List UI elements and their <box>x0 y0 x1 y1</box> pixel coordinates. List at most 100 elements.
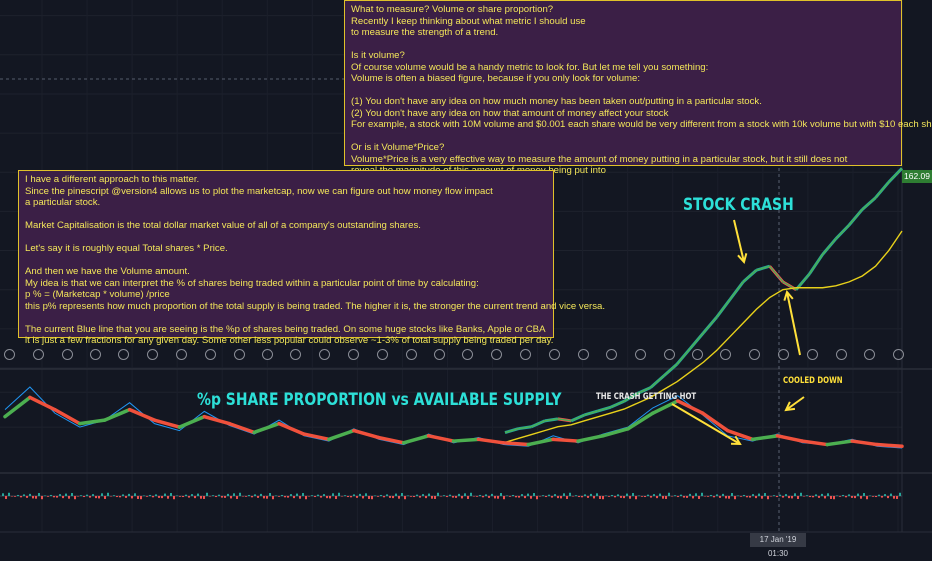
note-different-approach[interactable]: I have a different approach to this matt… <box>18 170 605 346</box>
oscillator-bar <box>899 492 901 496</box>
oscillator-bar <box>371 496 373 500</box>
oscillator-bar <box>608 496 610 497</box>
earnings-icon <box>635 349 646 360</box>
oscillator-bar <box>68 496 70 499</box>
oscillator-bar <box>659 493 661 496</box>
oscillator-bar <box>845 496 847 498</box>
earnings-icon <box>262 349 273 360</box>
oscillator-bar <box>425 496 427 499</box>
note-line: Let's say it is roughly equal Total shar… <box>25 243 228 254</box>
oscillator-bar <box>248 494 250 496</box>
oscillator-bar <box>8 492 10 496</box>
last-price-label: 162.09 <box>902 170 932 183</box>
oscillator-bar <box>503 496 505 500</box>
oscillator-bar <box>710 494 712 496</box>
oscillator-bar <box>854 496 856 499</box>
oscillator-bar <box>326 496 328 499</box>
oscillator-bar <box>554 494 556 496</box>
oscillator-bar <box>263 496 265 499</box>
oscillator-bar <box>881 496 883 498</box>
oscillator-bar <box>29 493 31 496</box>
cooled-down-annotation: COOLED DOWN <box>783 376 843 386</box>
oscillator-bar <box>395 493 397 496</box>
earnings-icon <box>491 349 502 360</box>
recovery-arrow-head <box>783 289 794 301</box>
note-line <box>25 209 547 221</box>
oscillator-bar <box>512 494 514 496</box>
oscillator-bar <box>533 493 535 496</box>
note-line <box>351 131 895 143</box>
oscillator-bar <box>350 496 352 498</box>
oscillator-bar <box>485 494 487 496</box>
oscillator-bar <box>893 496 895 499</box>
oscillator-bar <box>233 493 235 496</box>
oscillator-bar <box>617 494 619 496</box>
share-proportion-smoothed-segment <box>127 407 157 422</box>
oscillator-bar <box>791 496 793 499</box>
oscillator-bar <box>581 496 583 498</box>
oscillator-bar <box>590 493 592 496</box>
oscillator-bar <box>311 495 313 496</box>
oscillator-bar <box>332 493 334 496</box>
oscillator-bar <box>671 496 673 497</box>
note-line: My idea is that we can interpret the % o… <box>25 277 479 289</box>
oscillator-bar <box>674 495 676 496</box>
oscillator-bar <box>641 496 643 497</box>
oscillator-bar <box>836 495 838 496</box>
earnings-icon <box>606 349 617 360</box>
oscillator-bar <box>596 493 598 496</box>
oscillator-bar <box>14 496 16 497</box>
oscillator-bar <box>584 494 586 496</box>
share-proportion-smoothed-segment <box>850 439 879 447</box>
note-line: Since the pinescript @version4 allows us… <box>25 185 493 197</box>
oscillator-bar <box>290 494 292 496</box>
oscillator-bar <box>575 495 577 496</box>
note-line: p % = (Marketcap * volume) /price <box>25 289 170 300</box>
note-line: The current Blue line that you are seein… <box>25 323 546 335</box>
oscillator-bar <box>44 495 46 496</box>
earnings-icon <box>33 349 44 360</box>
oscillator-bar <box>299 496 301 499</box>
share-proportion-smoothed-segment <box>750 434 780 442</box>
oscillator-bar <box>140 496 142 500</box>
oscillator-bar <box>236 496 238 499</box>
oscillator-bar <box>389 496 391 498</box>
oscillator-bar <box>56 496 58 498</box>
oscillator-bar <box>428 493 430 496</box>
oscillator-bar <box>302 493 304 496</box>
oscillator-bar <box>545 496 547 498</box>
oscillator-bar <box>194 496 196 499</box>
oscillator-bar <box>605 495 607 496</box>
note-volume-vs-share-proportion[interactable]: What to measure? Volume or share proport… <box>344 0 932 176</box>
oscillator-bar <box>95 496 97 499</box>
oscillator-bar <box>308 496 310 497</box>
oscillator-bar <box>470 492 472 496</box>
share-proportion-smoothed-segment <box>28 395 57 412</box>
cooled-down-arrow-head <box>784 401 796 412</box>
crosshair-time-label: 17 Jan '19 01:30 <box>750 533 806 558</box>
oscillator-bar <box>365 493 367 496</box>
oscillator-bar <box>728 496 730 499</box>
oscillator-bar <box>152 496 154 498</box>
oscillator-bar <box>497 496 499 499</box>
oscillator-bar <box>218 494 220 496</box>
oscillator-bar <box>833 496 835 500</box>
oscillator-bar <box>668 492 670 496</box>
oscillator-bar <box>839 496 841 497</box>
oscillator-bar <box>866 496 868 500</box>
oscillator-bar <box>134 493 136 496</box>
oscillator-bar <box>572 496 574 497</box>
earnings-icon <box>319 349 330 360</box>
oscillator-bar <box>164 493 166 496</box>
oscillator-bar <box>563 493 565 496</box>
oscillator-bar <box>734 496 736 500</box>
oscillator-bar <box>155 494 157 496</box>
oscillator-bar <box>209 496 211 497</box>
oscillator-bar <box>413 496 415 498</box>
oscillator-bar <box>323 494 325 496</box>
share-proportion-smoothed-segment <box>302 432 331 442</box>
oscillator-bar <box>392 496 394 499</box>
oscillator-bar <box>623 496 625 499</box>
oscillator-bar <box>749 496 751 498</box>
oscillator-bar <box>116 496 118 498</box>
